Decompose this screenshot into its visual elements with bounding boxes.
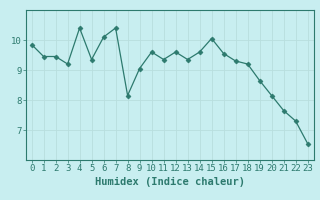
X-axis label: Humidex (Indice chaleur): Humidex (Indice chaleur) [95,177,244,187]
